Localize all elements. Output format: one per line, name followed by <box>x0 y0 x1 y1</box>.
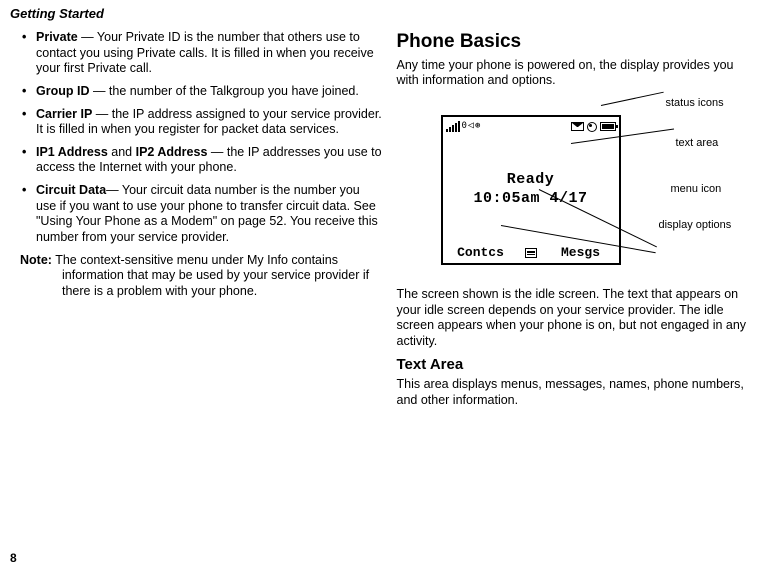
mail-icon <box>571 122 584 131</box>
left-column: Private — Your Private ID is the number … <box>20 30 383 409</box>
term: Private <box>36 30 78 44</box>
callout-menu-icon: menu icon <box>671 183 722 197</box>
term: Carrier IP <box>36 107 92 121</box>
subsection-text-area: Text Area <box>397 356 760 375</box>
softkey-left: Contcs <box>443 245 519 261</box>
status-left-icons: 0 ◁ ⊛ <box>446 120 481 133</box>
phone-screen: 0 ◁ ⊛ Ready 10:05am 4/17 Contcs <box>441 115 621 265</box>
signal-icon <box>446 121 460 132</box>
bullet-list: Private — Your Private ID is the number … <box>20 30 383 246</box>
note-text: The context-sensitive menu under My Info… <box>52 253 369 298</box>
term: Circuit Data <box>36 183 106 197</box>
bullet-ip-addresses: IP1 Address and IP2 Address — the IP add… <box>20 145 383 176</box>
bullet-circuit-data: Circuit Data— Your circuit data number i… <box>20 183 383 246</box>
status-glyph: 0 <box>462 121 467 132</box>
callout-text-area: text area <box>676 137 719 151</box>
status-bar: 0 ◁ ⊛ <box>443 117 619 137</box>
ready-label: Ready <box>507 171 555 190</box>
time-label: 10:05am 4/17 <box>473 190 587 209</box>
note: Note: The context-sensitive menu under M… <box>20 253 383 300</box>
term: Group ID <box>36 84 89 98</box>
menu-icon <box>519 248 543 258</box>
screen-text-area: Ready 10:05am 4/17 <box>443 137 619 243</box>
content-columns: Private — Your Private ID is the number … <box>20 30 759 409</box>
desc: — Your Private ID is the number that oth… <box>36 30 374 75</box>
term-b: IP2 Address <box>136 145 208 159</box>
vibrate-icon: ⊛ <box>475 121 480 132</box>
bullet-private: Private — Your Private ID is the number … <box>20 30 383 77</box>
softkey-right: Mesgs <box>543 245 619 261</box>
page-header: Getting Started <box>10 6 104 21</box>
bullet-group-id: Group ID — the number of the Talkgroup y… <box>20 84 383 100</box>
voicemail-icon <box>587 122 597 132</box>
phone-figure: 0 ◁ ⊛ Ready 10:05am 4/17 Contcs <box>441 97 760 277</box>
idle-screen-paragraph: The screen shown is the idle screen. The… <box>397 287 760 350</box>
note-label: Note: <box>20 253 52 267</box>
right-column: Phone Basics Any time your phone is powe… <box>397 30 760 409</box>
intro-paragraph: Any time your phone is powered on, the d… <box>397 58 760 89</box>
term-a: IP1 Address <box>36 145 108 159</box>
text-area-paragraph: This area displays menus, messages, name… <box>397 377 760 408</box>
section-title-phone-basics: Phone Basics <box>397 30 760 54</box>
mid: and <box>108 145 136 159</box>
bullet-carrier-ip: Carrier IP — the IP address assigned to … <box>20 107 383 138</box>
callout-status-icons: status icons <box>666 97 724 111</box>
leader-status <box>600 92 663 106</box>
status-right-icons <box>571 122 616 132</box>
softkey-row: Contcs Mesgs <box>443 243 619 263</box>
page-number: 8 <box>10 551 17 565</box>
callout-display-options: display options <box>659 219 732 233</box>
battery-icon <box>600 122 616 131</box>
speaker-icon: ◁ <box>468 120 474 133</box>
desc: — the number of the Talkgroup you have j… <box>89 84 358 98</box>
